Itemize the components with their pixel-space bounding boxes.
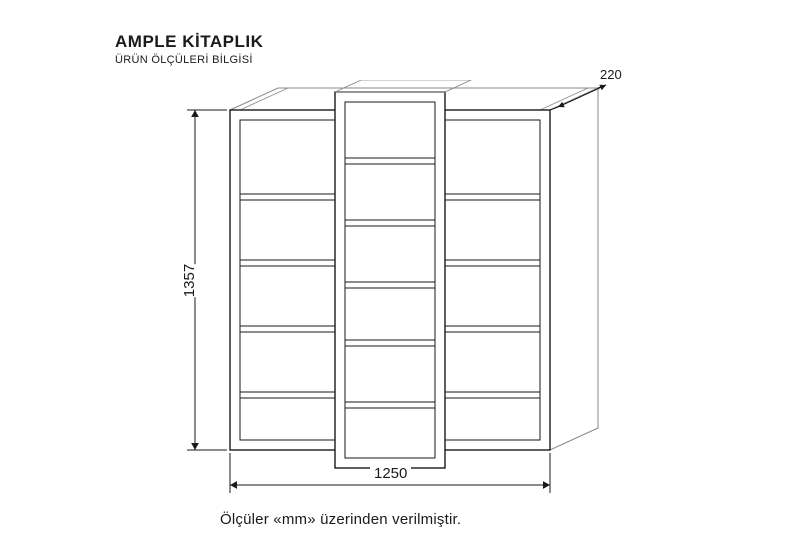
- product-title: AMPLE KİTAPLIK: [115, 32, 263, 52]
- bookshelf-diagram: 1250 1357 220: [160, 80, 640, 510]
- depth-dimension: 220: [600, 67, 622, 82]
- units-footnote: Ölçüler «mm» üzerinden verilmiştir.: [220, 511, 461, 528]
- width-dimension: 1250: [370, 465, 411, 482]
- product-subtitle: ÜRÜN ÖLÇÜLERİ BİLGİSİ: [115, 54, 263, 66]
- height-dimension: 1357: [179, 264, 200, 297]
